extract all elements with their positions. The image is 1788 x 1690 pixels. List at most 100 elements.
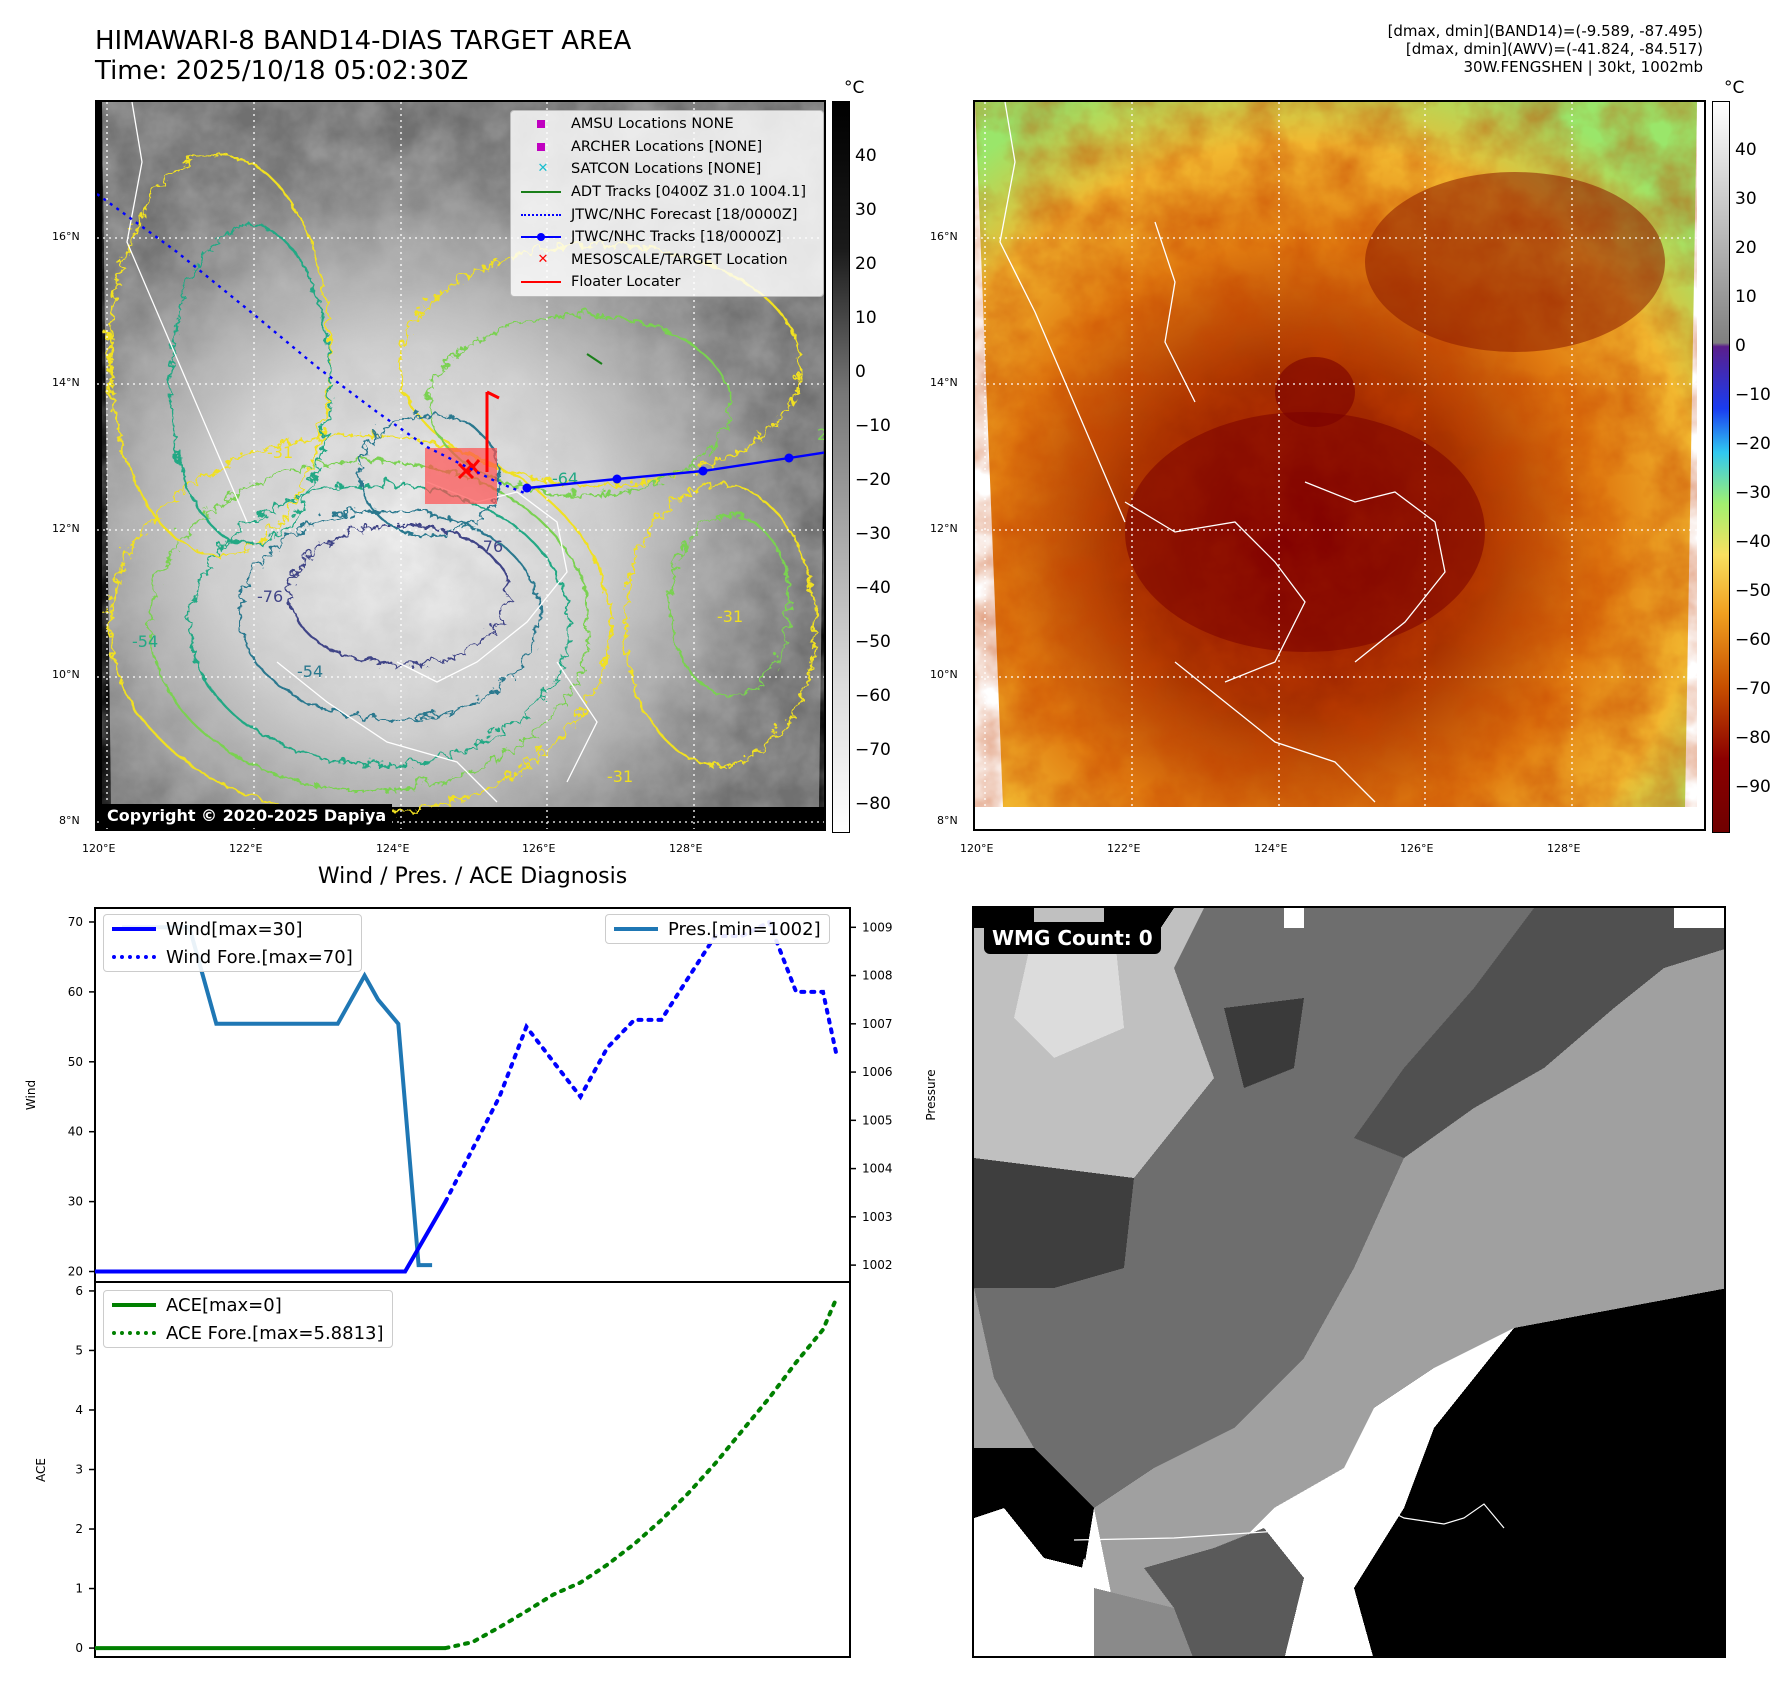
lon-label: 126°E xyxy=(522,842,556,855)
wind-y-ticks: 20 30 40 50 60 70 xyxy=(68,915,95,1279)
wind-line xyxy=(95,1200,448,1274)
lat-label: 12°N xyxy=(930,522,958,535)
wind-legend: Wind[max=30] Wind Fore.[max=70] xyxy=(103,914,362,972)
stats-band14: [dmax, dmin](BAND14)=(-9.589, -87.495) xyxy=(1387,22,1703,40)
lon-label: 120°E xyxy=(82,842,116,855)
colorbar-tick: −70 xyxy=(855,740,891,760)
pressure-tick-label: 1006 xyxy=(862,1065,893,1079)
ace-tick-label: 4 xyxy=(75,1403,83,1417)
contour-label: -76 xyxy=(477,537,503,556)
pressure-tick-label: 1009 xyxy=(862,920,893,934)
colorbar-tick: 0 xyxy=(855,362,866,382)
legend-item-floater: Floater Locater xyxy=(511,271,823,294)
colorbar-tick: 10 xyxy=(855,308,877,328)
legend-item-ace: ACE[max=0] xyxy=(104,1291,392,1319)
legend-label: ARCHER Locations [NONE] xyxy=(571,138,763,155)
colorbar-tick: −20 xyxy=(1735,434,1771,454)
legend-item-adt: ADT Tracks [0400Z 31.0 1004.1] xyxy=(511,181,823,204)
colorbar-tick: −70 xyxy=(1735,679,1771,699)
ace-tick-label: 2 xyxy=(75,1522,83,1536)
pressure-tick-label: 1005 xyxy=(862,1113,893,1127)
mesoscale-target-markers xyxy=(457,459,481,480)
colorbar-left xyxy=(832,101,850,833)
ace-tick-label: 5 xyxy=(75,1343,83,1357)
legend-label: ACE[max=0] xyxy=(166,1294,282,1316)
wind-axis-label: Wind xyxy=(24,1080,38,1110)
legend-label: Floater Locater xyxy=(571,274,681,291)
colorbar-tick: −30 xyxy=(1735,483,1771,503)
lat-label: 8°N xyxy=(59,814,80,827)
legend-label: Wind Fore.[max=70] xyxy=(166,946,353,968)
colorbar-tick: 40 xyxy=(1735,140,1757,160)
colorbar-tick: −80 xyxy=(1735,728,1771,748)
adt-track xyxy=(586,353,603,365)
colorbar-tick: 20 xyxy=(855,254,877,274)
figure-title: HIMAWARI-8 BAND14-DIAS TARGET AREA Time:… xyxy=(95,26,631,86)
colorbar-tick: −50 xyxy=(855,632,891,652)
title-line-1: HIMAWARI-8 BAND14-DIAS TARGET AREA xyxy=(95,26,632,56)
ace-tick-label: 3 xyxy=(75,1463,83,1477)
pressure-tick-label: 1008 xyxy=(862,969,893,983)
color-map-canvas xyxy=(975,102,1704,829)
ace-forecast-line xyxy=(443,1296,839,1651)
colorbar-left-unit: °C xyxy=(844,78,865,98)
colorbar-tick: −40 xyxy=(1735,532,1771,552)
colorbar-tick: 0 xyxy=(1735,336,1746,356)
contour-label: -31 xyxy=(607,767,633,786)
line-dot-icon xyxy=(521,230,565,244)
square-marker-icon xyxy=(521,140,565,154)
colorbar-tick: 30 xyxy=(1735,189,1757,209)
x-marker-icon: ✕ xyxy=(537,161,549,177)
legend-label: ACE Fore.[max=5.8813] xyxy=(166,1322,384,1344)
colorbar-tick: 10 xyxy=(1735,287,1757,307)
colorbar-tick: −80 xyxy=(855,794,891,814)
map-legend: AMSU Locations NONE ARCHER Locations [NO… xyxy=(510,110,824,297)
lon-label: 128°E xyxy=(1547,842,1581,855)
wind-forecast-line xyxy=(443,919,839,1204)
legend-label: AMSU Locations NONE xyxy=(571,116,734,133)
pressure-axis-label: Pressure xyxy=(924,1069,938,1120)
lat-label: 10°N xyxy=(52,668,80,681)
ace-axis-label: ACE xyxy=(34,1458,48,1482)
colorbar-tick: −40 xyxy=(855,578,891,598)
contour-labels: -64 -31 -76 -54 -31 -76 -54 -31 2 xyxy=(132,425,824,786)
x-marker-icon: ✕ xyxy=(537,251,549,267)
pressure-legend: Pres.[min=1002] xyxy=(605,914,830,944)
wmg-panel: WMG Count: 0 xyxy=(972,906,1726,1658)
lat-label: 16°N xyxy=(930,230,958,243)
wind-tick-label: 20 xyxy=(68,1265,83,1279)
lat-label: 8°N xyxy=(937,814,958,827)
legend-item-satcon: ✕ SATCON Locations [NONE] xyxy=(511,158,823,181)
contour-label: -76 xyxy=(257,587,283,606)
pressure-tick-label: 1003 xyxy=(862,1210,893,1224)
contour-label: -31 xyxy=(717,607,743,626)
legend-label: Wind[max=30] xyxy=(166,918,303,940)
jtwc-track-points xyxy=(522,453,794,493)
legend-item-archer: ARCHER Locations [NONE] xyxy=(511,136,823,159)
contour-label: -31 xyxy=(267,443,293,462)
square-marker-icon xyxy=(521,117,565,131)
lat-label: 14°N xyxy=(52,376,80,389)
lon-label: 126°E xyxy=(1400,842,1434,855)
wmg-grid-cells xyxy=(974,908,1724,1656)
wind-tick-label: 40 xyxy=(68,1125,83,1139)
pressure-tick-label: 1004 xyxy=(862,1162,893,1176)
title-line-2: Time: 2025/10/18 05:02:30Z xyxy=(95,56,469,86)
legend-item-mesoscale: ✕ MESOSCALE/TARGET Location xyxy=(511,249,823,272)
colorbar-tick: −10 xyxy=(855,416,891,436)
wind-tick-label: 60 xyxy=(68,985,83,999)
legend-item-jtwc-forecast: JTWC/NHC Forecast [18/0000Z] xyxy=(511,203,823,226)
diagnosis-title: Wind / Pres. / ACE Diagnosis xyxy=(317,864,628,889)
lat-label: 14°N xyxy=(930,376,958,389)
legend-item-amsu: AMSU Locations NONE xyxy=(511,113,823,136)
pressure-line xyxy=(122,925,433,1268)
jtwc-forecast-track xyxy=(97,193,528,496)
map-gridlines xyxy=(975,102,1704,829)
solid-line-icon xyxy=(112,926,156,932)
coastline xyxy=(1073,1503,1505,1541)
wind-pressure-series xyxy=(95,919,839,1274)
legend-label: MESOSCALE/TARGET Location xyxy=(571,251,788,268)
coastlines xyxy=(999,102,1446,803)
wind-tick-label: 50 xyxy=(68,1055,83,1069)
wind-tick-label: 70 xyxy=(68,915,83,929)
